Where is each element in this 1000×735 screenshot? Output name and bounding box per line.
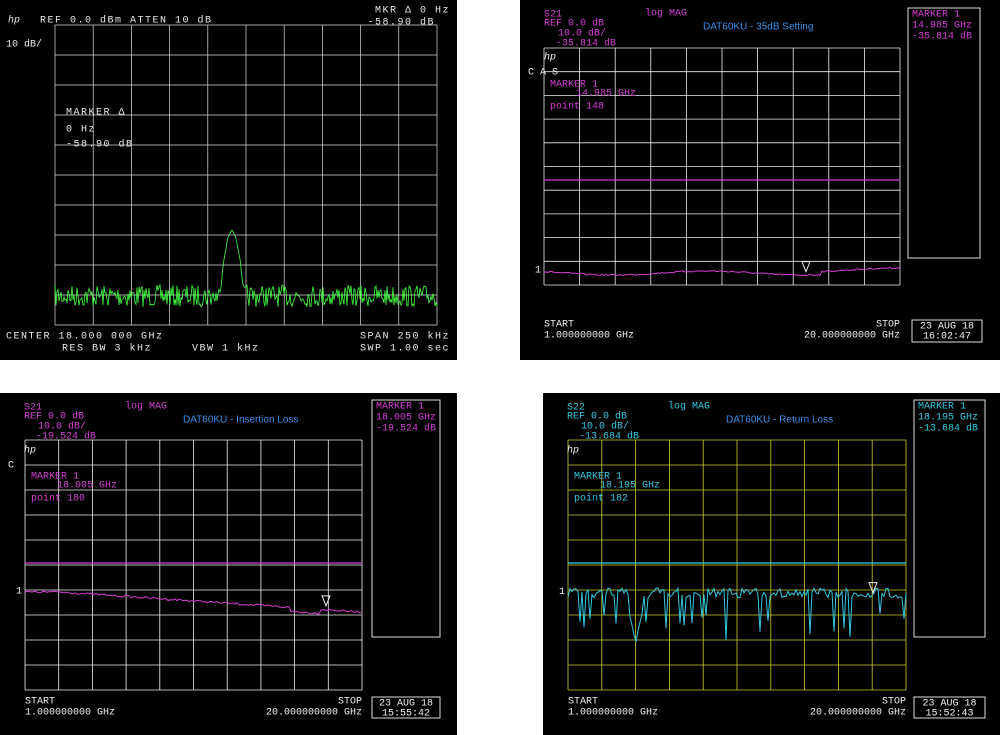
marker-box [913,399,986,638]
box-header: MARKER 1 [918,402,966,413]
parameter: S22 [567,403,585,414]
reference-mark: 1 [535,265,541,276]
reference-mark: 1 [16,586,22,597]
time: 15:52:43 [925,709,973,720]
reference: REF 0.0 dB [544,18,604,30]
vbw: VBW 1 kHz [192,343,260,355]
marker-symbol [801,261,811,273]
marker-freq: 0 Hz [66,125,96,136]
box-value: -13.684 dB [918,423,978,435]
marker-value: -13.684 dB [579,431,639,443]
box-freq: 14.985 GHz [912,21,972,32]
marker-point: point 148 [550,101,604,113]
trace [543,266,901,277]
start-label: START [568,697,598,708]
marker-freq: 18.005 GHz [57,481,117,492]
scale: 10 dB/ [6,39,42,51]
box-header: MARKER 1 [912,10,960,21]
center-freq: CENTER 18.000 000 GHz [6,332,164,343]
side-label: C [8,461,14,472]
logo: hp [8,15,20,27]
start-freq: 1.000000000 GHz [544,331,634,342]
stop-label: STOP [882,697,906,708]
marker-value: -19.524 dB [36,431,96,443]
span: SPAN 250 kHz [360,331,450,343]
trace [24,590,362,615]
stop-label: STOP [338,697,362,708]
start-freq: 1.000000000 GHz [568,708,658,719]
scale: 10.0 dB/ [581,421,629,433]
reference-mark: 1 [559,587,565,598]
spectrum-screen [0,0,457,360]
format: log MAG [668,401,710,413]
logo: hp [567,445,579,457]
marker-level: -58.90 dB [66,139,134,151]
logo: hp [544,52,556,64]
parameter: S21 [24,403,42,414]
start-freq: 1.000000000 GHz [25,708,115,719]
trace [567,586,907,643]
scale: 10.0 dB/ [38,421,86,433]
box-header: MARKER 1 [376,402,424,413]
marker-readout: MKR Δ 0 Hz [375,6,450,17]
box-freq: 18.005 GHz [376,413,436,424]
marker-point: point 182 [574,493,628,505]
box-value: -19.524 dB [376,423,436,435]
start-label: START [544,320,574,331]
stop-freq: 20.000000000 GHz [266,708,362,719]
stop-label: STOP [876,320,900,331]
format: log MAG [125,401,167,413]
reference: REF 0.0 dB [24,411,84,423]
marker-symbol [321,595,331,608]
ref-level: REF 0.0 dBm ATTEN 10 dB [40,15,213,27]
marker-point: point 180 [31,493,85,505]
marker-header: MARKER 1 [574,472,622,483]
format: log MAG [645,8,687,20]
stop-freq: 20.000000000 GHz [810,708,906,719]
sweep: SWP 1.00 sec [360,344,450,355]
marker-box [907,7,981,259]
spectrum-trace [54,229,438,308]
side-label: C A S [528,68,558,79]
box-value: -35.814 dB [912,31,972,43]
marker-header: MARKER 1 [550,80,598,91]
date: 23 AUG 18 [379,699,433,710]
date-box [913,696,986,719]
date: 23 AUG 18 [922,699,976,710]
trace-title: DAT60KU - Return Loss [726,415,833,426]
time: 16:02:47 [923,332,971,343]
marker-value: -58.90 dB [367,17,435,29]
marker-symbol [868,582,878,594]
analyzer-screen [543,393,1000,735]
box-freq: 18.195 GHz [918,413,978,424]
trace-title: DAT60KU - 35dB Setting [703,22,813,33]
date-box [371,696,441,719]
analyzer-screen [0,393,457,735]
scale: 10.0 dB/ [558,28,606,40]
logo: hp [24,445,36,457]
marker-header: MARKER 1 [31,472,79,483]
marker-value: -35.814 dB [556,38,616,50]
trace-title: DAT60KU - Insertion Loss [183,415,298,426]
marker-box [371,399,441,638]
date-box [911,319,983,343]
stop-freq: 20.000000000 GHz [804,331,900,342]
reference: REF 0.0 dB [567,411,627,423]
date: 23 AUG 18 [920,322,974,333]
rbw: RES BW 3 kHz [62,343,152,355]
parameter: S21 [544,10,562,21]
marker-freq: 18.195 GHz [600,481,660,492]
time: 15:55:42 [382,709,430,720]
marker-title: MARKER Δ [66,108,126,119]
marker-freq: 14.985 GHz [576,89,636,100]
start-label: START [25,697,55,708]
